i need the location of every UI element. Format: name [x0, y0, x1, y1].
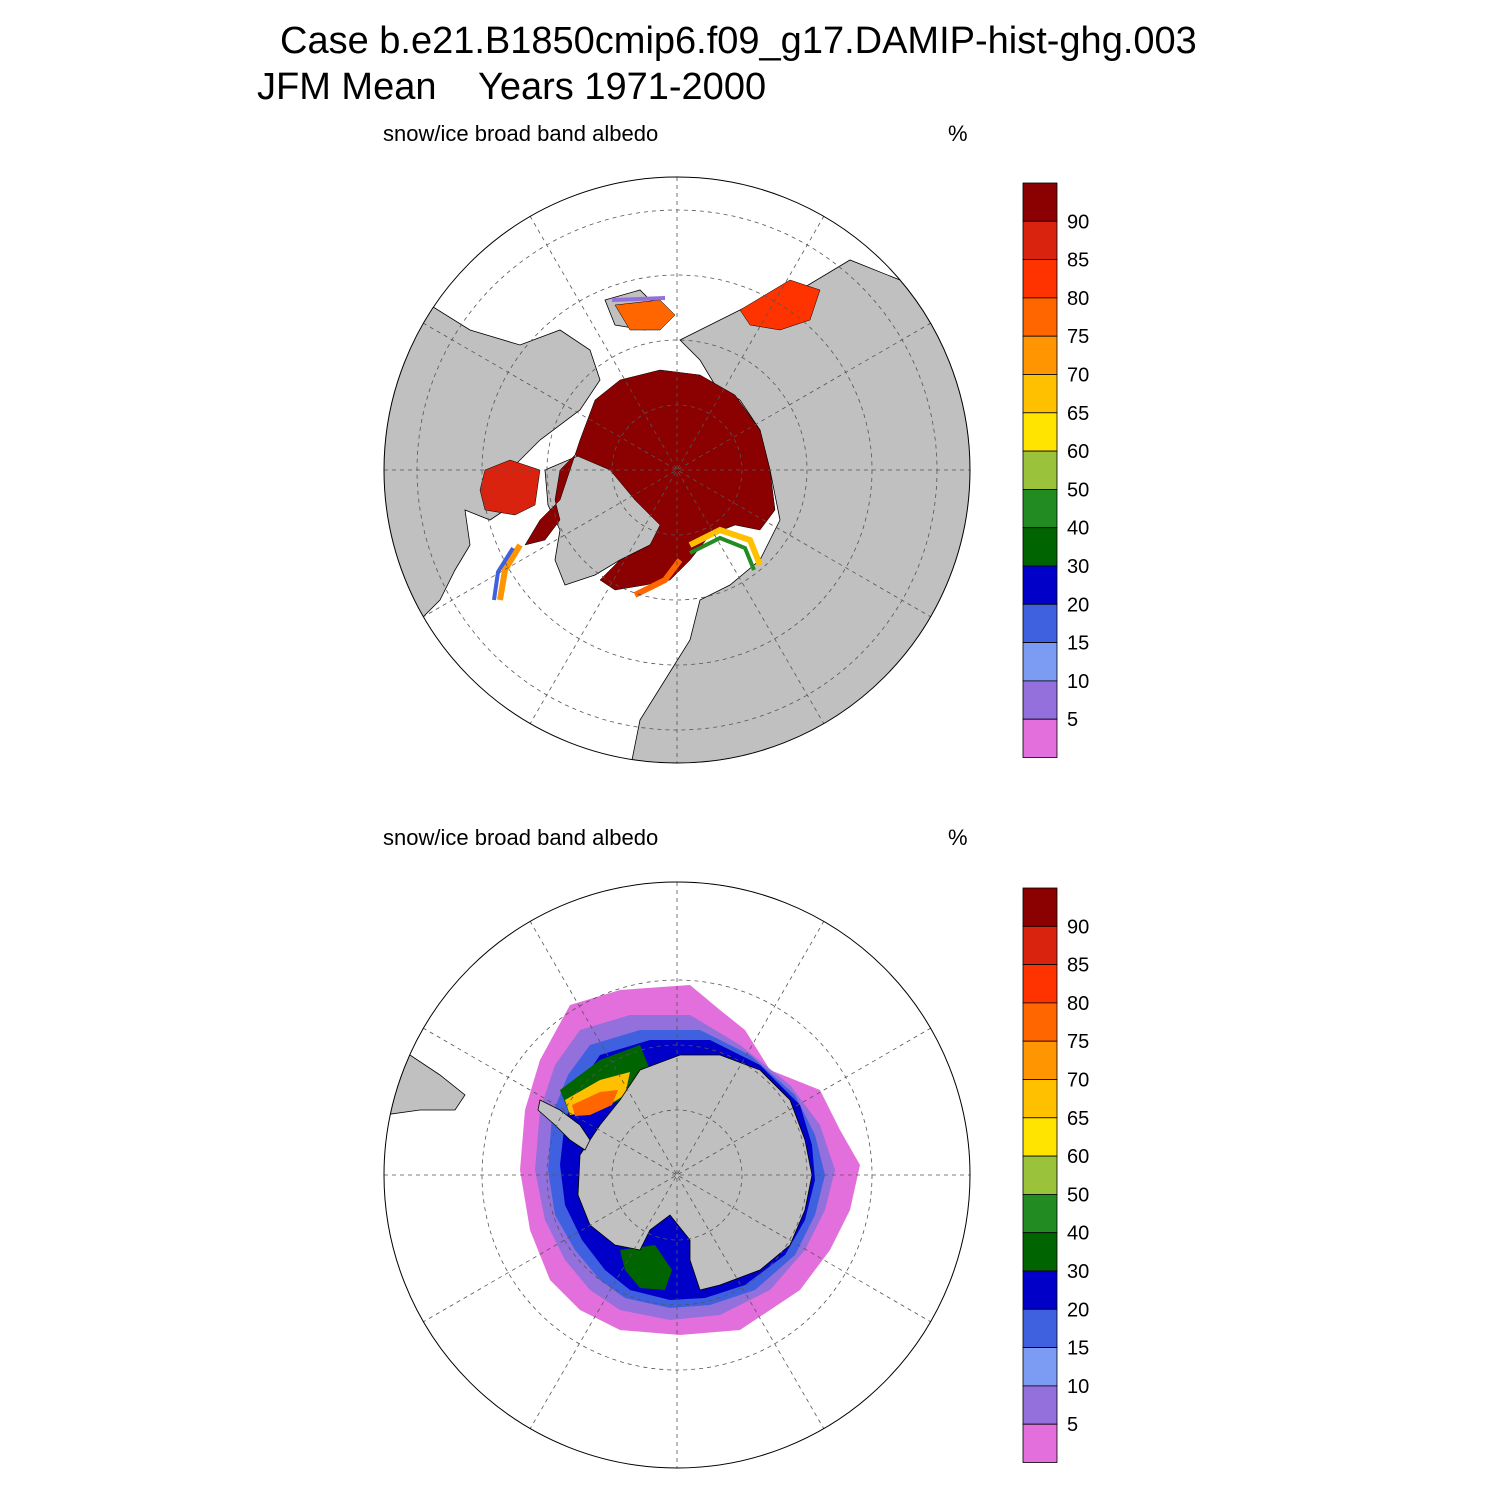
- south-colorbar-swatch: [1022, 1308, 1058, 1349]
- south-colorbar-swatch: [1022, 964, 1058, 1004]
- south-colorbar-swatch: [1022, 1194, 1058, 1234]
- north-colorbar-label: 50: [1067, 479, 1089, 501]
- north-colorbar-swatch: [1022, 412, 1058, 452]
- south-colorbar-swatch: [1022, 1270, 1058, 1310]
- south-colorbar-label: 65: [1067, 1108, 1089, 1130]
- north-panel-units: %: [948, 121, 968, 146]
- north-colorbar-swatch: [1022, 642, 1058, 682]
- north-colorbar-swatch: [1022, 565, 1058, 605]
- south-colorbar-label: 10: [1067, 1376, 1089, 1398]
- south-colorbar-swatch: [1022, 1117, 1058, 1157]
- okhotsk-ice: [739, 279, 821, 331]
- south-colorbar-label: 5: [1067, 1414, 1078, 1436]
- north-colorbar-swatch: [1022, 335, 1058, 375]
- south-colorbar-swatch: [1022, 1423, 1058, 1463]
- north-colorbar-label: 90: [1067, 211, 1089, 233]
- north-map-border: [383, 176, 971, 764]
- labrador-ice-edge-outer: [492, 546, 515, 601]
- south-colorbar-label: 70: [1067, 1070, 1089, 1092]
- south-colorbar-label: 75: [1067, 1031, 1089, 1053]
- south-graticule: [384, 882, 970, 1468]
- bering-ice: [614, 299, 676, 331]
- barents-ice-edge-outer: [689, 535, 756, 571]
- north-colorbar-swatch: [1022, 450, 1058, 490]
- ross-sea-ice-green: [620, 1245, 672, 1290]
- labrador-ice-edge: [497, 543, 523, 601]
- weddell-sea-ice-orange: [572, 1090, 618, 1116]
- south-colorbar-label: 80: [1067, 993, 1089, 1015]
- north-colorbar-swatch: [1022, 527, 1058, 567]
- north-colorbar-swatch: [1022, 374, 1058, 414]
- south-polar-map: [383, 881, 971, 1469]
- north-colorbar-label: 20: [1067, 594, 1089, 616]
- south-colorbar-label: 30: [1067, 1261, 1089, 1283]
- north-colorbar-swatch: [1022, 718, 1058, 758]
- antarctica-landmass: [577, 1054, 813, 1291]
- south-colorbar-label: 90: [1067, 916, 1089, 938]
- hudson-bay-ice: [479, 459, 541, 516]
- north-colorbar-swatch: [1022, 680, 1058, 720]
- south-map-border: [383, 881, 971, 1469]
- north-colorbar-label: 65: [1067, 403, 1089, 425]
- south-colorbar-swatch: [1022, 1232, 1058, 1272]
- south-panel-units: %: [948, 825, 968, 850]
- north-colorbar-swatch: [1022, 259, 1058, 299]
- north-colorbar: 90 85 80 75 70 65 60 50 40 30 20 15 10 5: [1022, 182, 1089, 758]
- south-colorbar-swatch: [1022, 1040, 1058, 1080]
- north-colorbar-label: 40: [1067, 518, 1089, 540]
- north-graticule: [384, 177, 970, 763]
- south-colorbar-swatch: [1022, 1385, 1058, 1425]
- north-panel-title: snow/ice broad band albedo: [383, 121, 659, 146]
- south-colorbar-label: 85: [1067, 955, 1089, 977]
- north-colorbar-label: 10: [1067, 671, 1089, 693]
- north-colorbar-label: 70: [1067, 365, 1089, 387]
- north-colorbar-label: 85: [1067, 250, 1089, 272]
- south-colorbar: 90 85 80 75 70 65 60 50 40 30 20 15 10 5: [1022, 887, 1089, 1463]
- south-colorbar-swatch: [1022, 887, 1058, 927]
- south-panel-title: snow/ice broad band albedo: [383, 825, 659, 850]
- north-colorbar-swatch: [1022, 603, 1058, 643]
- south-colorbar-label: 40: [1067, 1223, 1089, 1245]
- north-colorbar-label: 60: [1067, 441, 1089, 463]
- south-colorbar-swatch: [1022, 1079, 1058, 1119]
- south-colorbar-swatch: [1022, 1155, 1058, 1195]
- antarctic-peninsula: [537, 1099, 591, 1151]
- north-colorbar-swatch: [1022, 182, 1058, 222]
- figure-title-period: JFM Mean Years 1971-2000: [257, 66, 767, 108]
- north-colorbar-label: 75: [1067, 326, 1089, 348]
- north-colorbar-swatch: [1022, 220, 1058, 261]
- north-colorbar-swatch: [1022, 488, 1058, 529]
- south-colorbar-label: 60: [1067, 1146, 1089, 1168]
- greenland-sea-ice-edge: [633, 558, 683, 598]
- arctic-sea-ice-high-albedo: [524, 369, 776, 591]
- north-polar-map: [383, 176, 971, 764]
- bering-ice-edge: [611, 296, 666, 302]
- figure-title-case: Case b.e21.B1850cmip6.f09_g17.DAMIP-hist…: [280, 20, 1197, 62]
- eurasia-landmass: [629, 259, 970, 763]
- south-colorbar-swatch: [1022, 1002, 1058, 1042]
- south-colorbar-swatch: [1022, 925, 1058, 965]
- north-colorbar-label: 5: [1067, 709, 1078, 731]
- north-colorbar-label: 30: [1067, 556, 1089, 578]
- north-colorbar-label: 80: [1067, 288, 1089, 310]
- north-colorbar-swatch: [1022, 297, 1058, 337]
- barents-ice-edge: [688, 526, 763, 567]
- north-colorbar-label: 15: [1067, 633, 1089, 655]
- south-colorbar-label: 20: [1067, 1299, 1089, 1321]
- south-colorbar-label: 15: [1067, 1338, 1089, 1360]
- south-colorbar-swatch: [1022, 1347, 1058, 1387]
- south-colorbar-label: 50: [1067, 1184, 1089, 1206]
